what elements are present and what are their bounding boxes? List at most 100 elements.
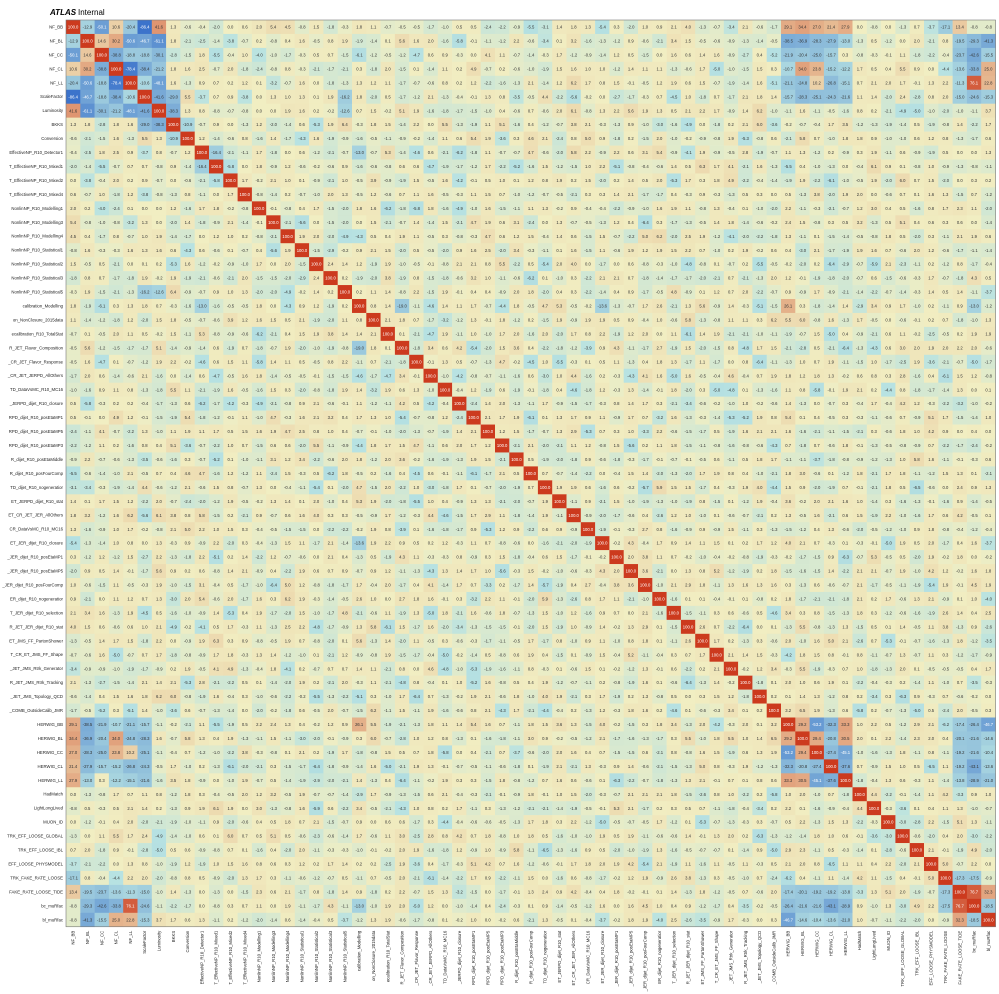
cell-value-label: -4.2 [227,401,235,406]
cell-value-label: -1.7 [942,541,950,546]
cell-value-label: 1.3 [485,94,491,99]
cell-value-label: 0.5 [514,471,520,476]
cell-value-label: 1.3 [142,220,148,225]
cell-value-label: 100.0 [268,220,279,225]
cell-value-label: 0.9 [628,318,634,323]
cell-value-label: -4.7 [213,373,221,378]
cell-value-label: 1.2 [528,178,534,183]
cell-value-label: 1.4 [356,387,362,392]
cell-value-label: -1.6 [255,136,263,141]
cell-value-label: 0.3 [800,304,806,309]
cell-value-label: -0.5 [270,527,278,532]
cell-value-label: -1.8 [398,206,406,211]
cell-value-label: 0.7 [814,136,820,141]
cell-value-label: 3.6 [514,345,520,350]
cell-value-label: 0.1 [142,262,148,267]
cell-value-label: 1.6 [757,80,763,85]
cell-value-label: -3.8 [241,94,249,99]
cell-value-label: 6.2 [571,80,577,85]
cell-value-label: 0.4 [399,471,405,476]
cell-value-label: 1.6 [299,39,305,44]
heatmap-cell [452,89,467,104]
cell-value-label: -41.6 [154,94,164,99]
cell-value-label: -1.5 [398,66,406,71]
cell-value-label: 26.1 [784,304,793,309]
heatmap-cell [80,61,95,77]
cell-value-label: -4.5 [670,94,678,99]
cell-value-label: 1.1 [499,513,505,518]
cell-value-label: 4.7 [285,429,291,434]
cell-value-label: -1.0 [842,178,850,183]
cell-value-label: -1.8 [184,555,192,560]
cell-value-label: 5.5 [900,66,906,71]
cell-value-label: 0.2 [642,443,648,448]
cell-value-label: -2.1 [313,66,321,71]
cell-value-label: -0.5 [70,359,78,364]
cell-value-label: 0.5 [642,178,648,183]
cell-value-label: -0.7 [270,513,278,518]
heatmap-cell [609,33,624,49]
cell-value-label: 1.5 [385,122,391,127]
cell-value-label: -1.0 [112,471,120,476]
cell-value-label: -1.8 [813,304,821,309]
cell-value-label: -1.6 [670,122,678,127]
cell-value-label: 0.0 [471,52,477,57]
cell-value-label: -1.8 [827,276,835,281]
cell-value-label: -1.1 [885,150,893,155]
cell-value-label: 1.1 [728,318,734,323]
cell-value-label: -1.7 [713,359,721,364]
cell-value-label: -0.6 [928,485,936,490]
cell-value-label: 1.9 [699,150,705,155]
cell-value-label: 1.0 [742,401,748,406]
heatmap-cell [552,61,567,77]
cell-value-label: 4.7 [199,471,205,476]
cell-value-label: -1.0 [98,220,106,225]
cell-value-label: 1.6 [685,373,691,378]
heatmap-cell [194,33,210,49]
heatmap-cell [966,33,982,49]
cell-value-label: 1.1 [242,415,248,420]
heatmap-cell [352,61,367,77]
cell-value-label: -4.3 [184,248,192,253]
heatmap-cell [738,89,753,104]
cell-value-label: 0.3 [442,234,448,239]
cell-value-label: 0.0 [313,220,319,225]
cell-value-label: 0.0 [728,359,734,364]
heatmap-cell [895,89,910,104]
cell-value-label: 0.4 [842,331,848,336]
cell-value-label: 0.6 [428,471,434,476]
cell-value-label: 4.9 [728,178,734,183]
cell-value-label: 0.6 [885,331,891,336]
cell-value-label: 1.6 [571,248,577,253]
cell-value-label: -1.1 [570,499,578,504]
cell-value-label: -0.9 [913,415,921,420]
cell-value-label: 1.9 [871,150,877,155]
cell-value-label: 0.8 [900,387,906,392]
cell-value-label: -41.6 [140,108,150,113]
cell-value-label: 100.0 [397,345,408,350]
cell-value-label: -0.3 [470,234,478,239]
cell-value-label: -1.8 [398,499,406,504]
cell-value-label: 1.6 [313,136,319,141]
cell-value-label: -0.1 [527,387,535,392]
cell-value-label: 1.3 [356,80,362,85]
cell-value-label: 3.4 [428,345,434,350]
cell-value-label: -1.1 [870,415,878,420]
heatmap-cell [638,75,653,91]
cell-value-label: -2.2 [756,290,764,295]
cell-value-label: -1.9 [642,499,650,504]
heatmap-cell [437,89,453,104]
heatmap-cell [523,61,539,77]
cell-value-label: 1.5 [413,178,419,183]
cell-value-label: -4.6 [570,387,578,392]
cell-value-label: 1.9 [857,248,863,253]
cell-value-label: -0.5 [227,304,235,309]
cell-value-label: 0.4 [971,429,977,434]
cell-value-label: -0.3 [456,541,464,546]
cell-value-label: 1.1 [528,206,534,211]
heatmap-cell [695,89,710,104]
cell-value-label: 0.0 [971,220,977,225]
cell-value-label: 4.0 [313,513,319,518]
cell-value-label: -0.5 [727,150,735,155]
cell-value-label: 1.8 [928,527,934,532]
